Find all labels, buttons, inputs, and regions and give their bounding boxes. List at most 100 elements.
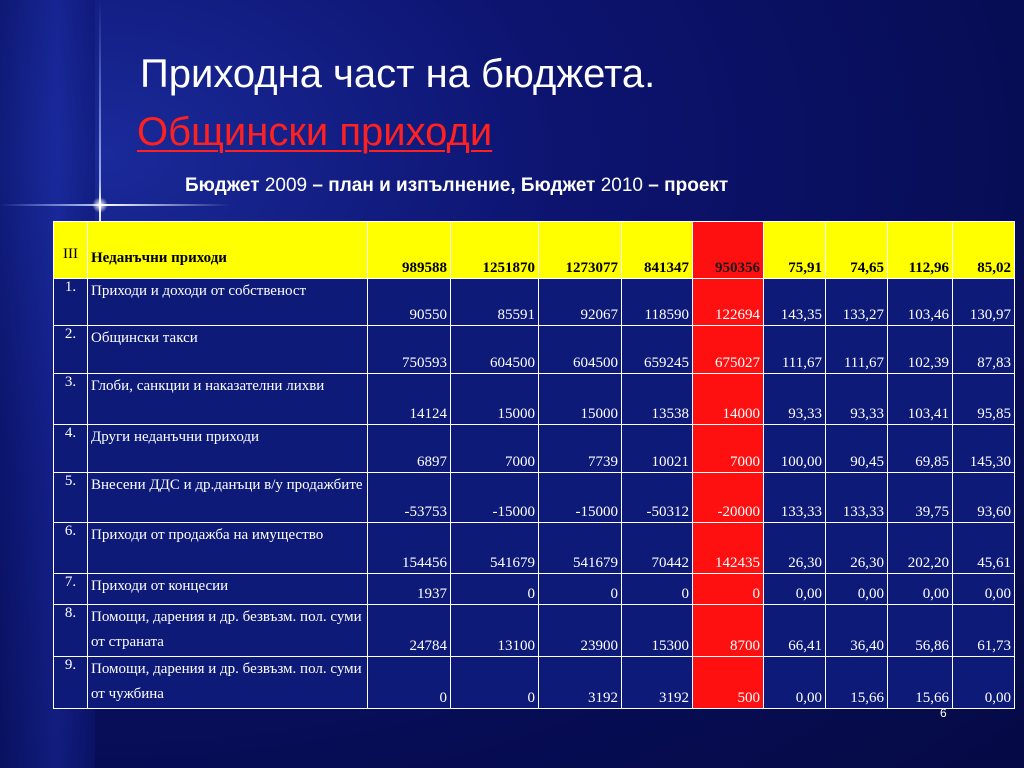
value-cell: 3192 [538,656,622,709]
row-label: Помощи, дарения и др. безвъзм. пол. суми… [87,604,368,657]
highlight-value-cell: 122694 [692,278,764,326]
value-cell: 70442 [621,522,693,574]
row-label: Внесени ДДС и др.данъци в/у продажбите [87,472,368,523]
value-cell: 3192 [621,656,693,709]
value-cell: 604500 [538,325,622,374]
table-row: 9. Помощи, дарения и др. безвъзм. пол. су… [53,656,1015,709]
revenue-table: III Неданъчни приходи 989588 1251870 1273077… [53,221,1015,709]
value-cell: 13538 [621,373,693,425]
value-cell: 1273077 [538,221,622,279]
value-cell: 93,33 [763,373,826,425]
highlight-value-cell: 950356 [692,221,764,279]
value-cell: 87,83 [952,325,1015,374]
value-cell: 39,75 [887,472,953,523]
row-index: III [53,221,88,279]
value-cell: 130,97 [952,278,1015,326]
value-cell: 143,35 [763,278,826,326]
value-cell: 0,00 [887,573,953,605]
value-cell: 23900 [538,604,622,657]
value-cell: -53753 [367,472,451,523]
table-row: 5. Внесени ДДС и др.данъци в/у продажбите… [53,472,1015,523]
highlight-value-cell: 0 [692,573,764,605]
value-cell: 103,41 [887,373,953,425]
row-label: Неданъчни приходи [87,221,368,279]
value-cell: 202,20 [887,522,953,574]
value-cell: 0 [450,656,539,709]
highlight-value-cell: 7000 [692,424,764,473]
value-cell: 85591 [450,278,539,326]
row-index: 3. [53,373,88,425]
row-index: 6. [53,522,88,574]
value-cell: 659245 [621,325,693,374]
value-cell: 24784 [367,604,451,657]
caption-year-2009: 2009 [264,175,308,196]
row-index: 1. [53,278,88,326]
value-cell: 95,85 [952,373,1015,425]
value-cell: 15000 [450,373,539,425]
value-cell: 0,00 [763,573,826,605]
table-row: 2. Общински такси 750593 604500 604500 659245… [53,325,1015,374]
value-cell: 93,60 [952,472,1015,523]
slide-subtitle-red: Общински приходи [137,110,493,154]
decor-sparkle [92,197,108,213]
table-row: 1. Приходи и доходи от собственост 90550 85… [53,278,1015,326]
value-cell: 541679 [450,522,539,574]
value-cell: 15,66 [825,656,888,709]
caption-part: Бюджет [185,175,265,196]
value-cell: -15000 [538,472,622,523]
row-index: 7. [53,573,88,605]
value-cell: 85,02 [952,221,1015,279]
value-cell: 15300 [621,604,693,657]
value-cell: 69,85 [887,424,953,473]
page-number: 6 [940,706,947,720]
row-index: 2. [53,325,88,374]
value-cell: 93,33 [825,373,888,425]
table-row: 8. Помощи, дарения и др. безвъзм. пол. су… [53,604,1015,657]
value-cell: 13100 [450,604,539,657]
value-cell: 541679 [538,522,622,574]
row-label: Приходи от продажба на имущество [87,522,368,574]
value-cell: 0 [367,656,451,709]
value-cell: 61,73 [952,604,1015,657]
row-label: Приходи и доходи от собственост [87,278,368,326]
row-index: 4. [53,424,88,473]
table-body: III Неданъчни приходи 989588 1251870 1273077… [53,221,1015,709]
value-cell: 90,45 [825,424,888,473]
value-cell: 0 [450,573,539,605]
value-cell: -50312 [621,472,693,523]
value-cell: 6897 [367,424,451,473]
table-row: 7. Приходи от концесии 1937 0 0 0 0 0,00 0,00 0,0… [53,573,1015,605]
table-header-row: III Неданъчни приходи 989588 1251870 1273077… [53,221,1015,279]
value-cell: 92067 [538,278,622,326]
row-label: Други неданъчни приходи [87,424,368,473]
value-cell: 118590 [621,278,693,326]
slide-title: Приходна част на бюджета. [140,52,656,96]
row-index: 8. [53,604,88,657]
value-cell: 14124 [367,373,451,425]
value-cell: 103,46 [887,278,953,326]
row-label: Общински такси [87,325,368,374]
highlight-value-cell: 8700 [692,604,764,657]
highlight-value-cell: 500 [692,656,764,709]
value-cell: 36,40 [825,604,888,657]
decor-vertical-line [99,0,101,330]
value-cell: 0 [538,573,622,605]
highlight-value-cell: 675027 [692,325,764,374]
value-cell: 133,33 [825,472,888,523]
value-cell: 111,67 [763,325,826,374]
value-cell: 26,30 [763,522,826,574]
value-cell: 100,00 [763,424,826,473]
value-cell: 1937 [367,573,451,605]
highlight-value-cell: 14000 [692,373,764,425]
row-label: Помощи, дарения и др. безвъзм. пол. суми… [87,656,368,709]
highlight-value-cell: -20000 [692,472,764,523]
row-index: 9. [53,656,88,709]
value-cell: -15000 [450,472,539,523]
value-cell: 0 [621,573,693,605]
value-cell: 74,65 [825,221,888,279]
value-cell: 102,39 [887,325,953,374]
row-label: Приходи от концесии [87,573,368,605]
value-cell: 0,00 [763,656,826,709]
caption-part: – план и изпълнение, Бюджет [307,175,601,196]
value-cell: 56,86 [887,604,953,657]
